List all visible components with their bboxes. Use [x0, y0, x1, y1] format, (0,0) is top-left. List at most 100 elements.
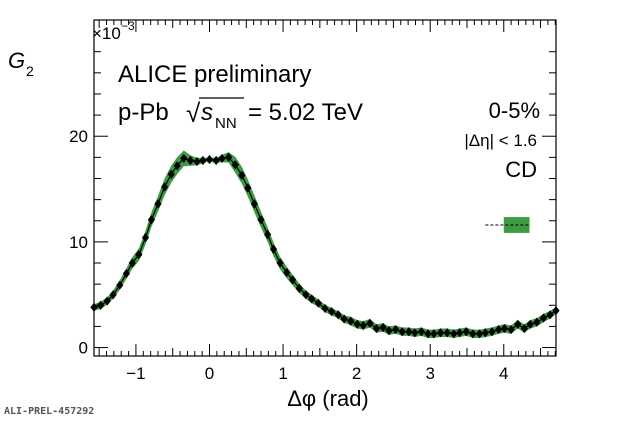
data-point — [154, 199, 162, 209]
y-tick-label: 0 — [79, 339, 88, 358]
data-point — [469, 329, 477, 339]
data-point — [475, 329, 484, 339]
data-point — [495, 324, 503, 335]
y-tick-label: 10 — [69, 233, 88, 252]
data-point — [507, 324, 515, 335]
data-point — [173, 161, 181, 171]
data-point — [405, 327, 413, 337]
data-point — [128, 258, 136, 268]
s-subscript: NN — [215, 115, 237, 132]
collision-system-label: p-Pb — [118, 99, 169, 126]
data-point — [283, 267, 291, 278]
data-point — [295, 283, 303, 293]
data-point — [238, 170, 246, 180]
experiment-label: ALICE preliminary — [118, 61, 311, 88]
preliminary-id: ALI-PREL-457292 — [4, 406, 94, 417]
data-point — [231, 160, 239, 170]
data-point — [302, 290, 310, 300]
data-point — [456, 328, 464, 338]
x-tick-label: 1 — [278, 364, 287, 383]
data-point — [308, 294, 316, 304]
data-point — [436, 328, 445, 338]
x-tick-label: −1 — [126, 364, 145, 383]
energy-label: = 5.02 TeV — [248, 99, 363, 126]
data-point — [225, 152, 233, 162]
data-point — [379, 322, 387, 333]
data-point — [398, 327, 406, 337]
data-point — [347, 316, 355, 326]
data-point — [366, 318, 374, 328]
data-point — [340, 314, 348, 324]
data-point — [116, 280, 124, 290]
data-point — [359, 320, 367, 330]
data-point — [289, 275, 297, 285]
data-point — [244, 183, 252, 193]
data-point — [334, 310, 342, 320]
data-point — [276, 258, 284, 268]
x-tick-label: 2 — [352, 364, 361, 383]
data-point — [533, 317, 541, 327]
data-point — [257, 215, 265, 225]
data-point — [481, 328, 489, 338]
plot-frame — [93, 19, 557, 357]
data-point — [488, 327, 496, 337]
x-axis-label: Δφ (rad) — [287, 386, 369, 411]
s-symbol: s — [201, 99, 213, 126]
data-point — [186, 155, 194, 166]
data-point — [385, 326, 393, 336]
x-tick-label: 4 — [499, 364, 508, 383]
data-point — [161, 182, 169, 192]
data-point — [212, 155, 220, 166]
data-point — [520, 323, 528, 334]
centrality-label: 0-5% — [489, 98, 540, 123]
data-point — [314, 298, 322, 308]
data-point — [539, 313, 548, 323]
data-point — [141, 233, 150, 243]
y-axis-label: G — [8, 48, 25, 73]
data-point — [167, 169, 175, 179]
y-multiplier: ×10 — [92, 24, 121, 43]
data-point — [424, 329, 432, 339]
data-point — [135, 249, 143, 260]
data-point — [450, 329, 458, 339]
data-point — [526, 319, 534, 329]
data-point — [430, 329, 438, 339]
data-point — [218, 153, 226, 164]
data-point — [500, 323, 509, 334]
data-point — [321, 303, 329, 314]
data-point — [193, 156, 201, 167]
y-tick-label: 20 — [69, 127, 88, 146]
data-point — [328, 307, 336, 317]
y-axis-ticks: 0 10 20 — [69, 51, 556, 358]
data-point — [180, 153, 188, 164]
data-point — [443, 328, 451, 338]
y-multiplier-exponent: −3 — [121, 19, 135, 33]
scale-uncertainty — [485, 217, 530, 233]
data-point — [250, 199, 258, 209]
data-point — [392, 324, 400, 335]
data-point — [264, 229, 272, 240]
eta-cut-label: |Δη| < 1.6 — [464, 131, 537, 150]
data-point — [269, 244, 278, 254]
data-point — [462, 327, 470, 337]
data-point — [411, 328, 419, 338]
data-point — [122, 268, 130, 279]
data-point — [147, 215, 155, 225]
x-tick-label: 0 — [205, 364, 214, 383]
sqrt-symbol: √ — [186, 98, 201, 128]
data-points — [90, 152, 560, 339]
data-point — [514, 319, 522, 329]
data-point — [205, 154, 214, 165]
x-tick-label: 3 — [425, 364, 434, 383]
observable-label: CD — [505, 157, 537, 182]
data-point — [199, 155, 207, 166]
data-point — [372, 323, 381, 334]
y-axis-label-subscript: 2 — [26, 63, 34, 79]
data-point — [103, 296, 111, 306]
data-point — [353, 319, 361, 329]
data-point — [417, 327, 425, 337]
data-point — [109, 290, 117, 300]
data-point — [546, 310, 554, 320]
x-axis-ticks: −1 0 1 2 3 4 — [98, 20, 556, 383]
